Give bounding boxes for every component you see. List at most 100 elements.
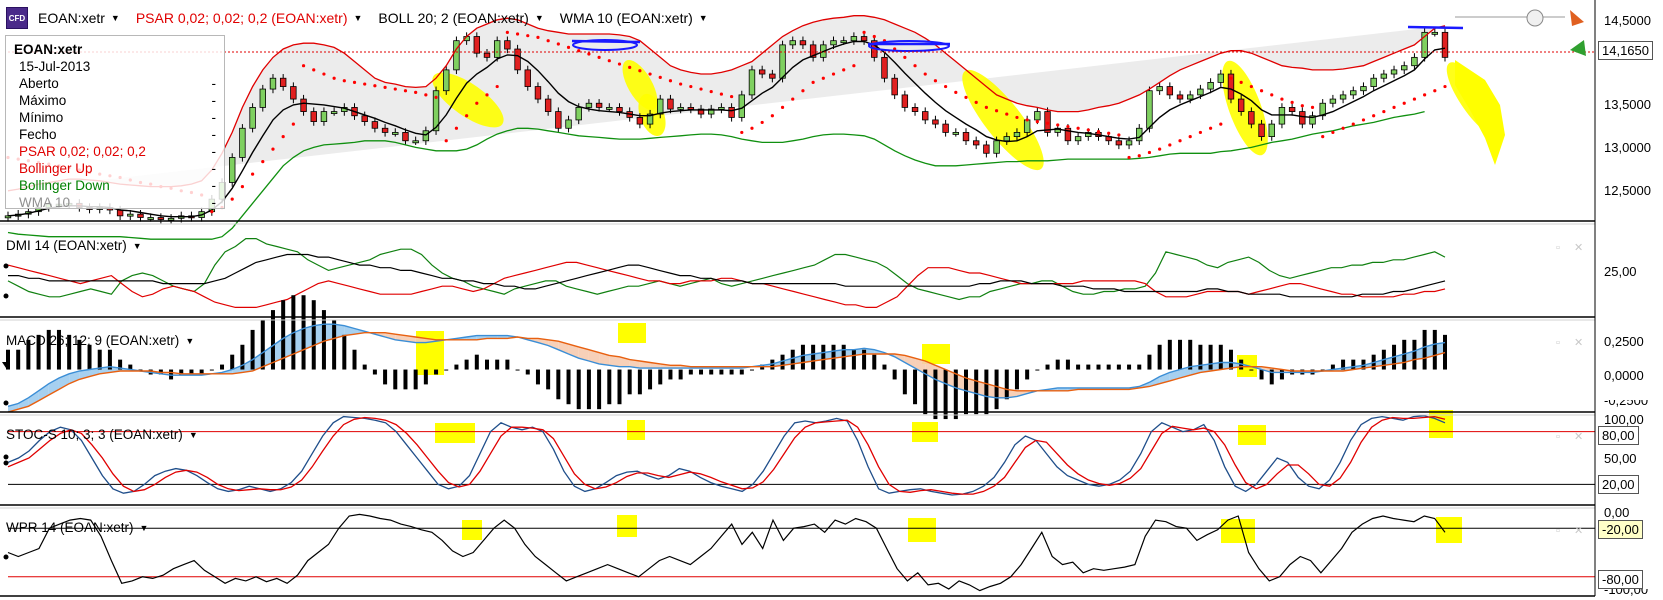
candle (229, 157, 236, 183)
maximize-icon[interactable]: ▫ (1556, 525, 1560, 537)
dmi-panel[interactable] (3, 238, 1446, 308)
psar-dot (373, 84, 377, 88)
psar-dot (923, 72, 927, 76)
candle (728, 107, 735, 118)
psar-dot (1351, 122, 1355, 126)
candle (1227, 73, 1235, 100)
psar-dot (383, 85, 387, 89)
macd-fill (1383, 356, 1395, 366)
macd-histogram-bar (1065, 359, 1070, 370)
candle (565, 119, 572, 129)
psar-dot (424, 93, 428, 97)
candle (269, 77, 277, 90)
macd-tick: -0,2500 (1604, 400, 1649, 408)
psar-dot (1035, 119, 1039, 124)
macd-fill (28, 390, 39, 407)
candle (667, 98, 674, 110)
current-price-label: 14,1650 (1598, 41, 1653, 60)
candle (1421, 31, 1428, 58)
candle (881, 56, 888, 79)
candle (1003, 136, 1010, 142)
macd-histogram-bar (1208, 344, 1213, 370)
psar-dot (210, 210, 214, 214)
psar-dot (485, 93, 489, 97)
stoch-level-label: 20,00 (1598, 475, 1639, 494)
candle (799, 40, 807, 46)
candle (504, 40, 511, 50)
psar-dot (1005, 112, 1009, 116)
macd-histogram-bar (464, 359, 469, 370)
infobox-row-value: - (211, 161, 217, 176)
psar-dot (617, 62, 622, 66)
psar-dot (240, 185, 245, 189)
psar-dot (1331, 130, 1335, 135)
macd-histogram-bar (1443, 334, 1447, 370)
dmi-panel-label[interactable]: DMI 14 (EOAN:xetr) ▼ (6, 238, 142, 253)
infobox-row-label: Bollinger Up (19, 161, 93, 176)
close-icon[interactable]: ✕ (1574, 525, 1584, 537)
macd-histogram-bar (780, 354, 785, 370)
infobox-date: 15-Jul-2013 (6, 58, 224, 75)
maximize-icon[interactable]: ▫ (1556, 337, 1560, 349)
candle (1207, 81, 1214, 90)
macd-histogram-bar (974, 369, 979, 415)
psar-dot (1086, 128, 1090, 132)
macd-histogram-bar (1188, 339, 1193, 370)
dmi-label-text: DMI 14 (EOAN:xetr) (6, 238, 127, 253)
infobox-row-value: - (211, 178, 217, 193)
chart-toolbar: CFD EOAN:xetr ▼ PSAR 0,02; 0,02; 0,2 (EOA… (0, 0, 714, 36)
infobox-row: Fecho - (6, 126, 224, 143)
macd-fill (1343, 366, 1354, 371)
macd-fill (293, 328, 304, 354)
psar-dot (1270, 93, 1274, 97)
macd-histogram-bar (230, 354, 235, 370)
bollinger-down-line (7, 110, 1425, 240)
candle (412, 140, 419, 144)
candle (1441, 31, 1449, 58)
wpr-panel-label[interactable]: WPR 14 (EOAN:xetr) ▼ (6, 520, 148, 535)
wpr-panel[interactable] (3, 513, 1596, 592)
series-start-dot (3, 293, 9, 299)
stochastic-panel[interactable] (3, 410, 1596, 496)
psar-dot (954, 90, 958, 94)
psar-indicator-menu[interactable]: PSAR 0,02; 0,02; 0,2 (EOAN:xetr) ▼ (130, 7, 369, 29)
psar-dot (1096, 129, 1101, 134)
stoch-panel-label[interactable]: STOC-S 10; 3; 3 (EOAN:xetr) ▼ (6, 427, 198, 442)
psar-dot (1076, 126, 1080, 130)
boll-indicator-menu[interactable]: BOLL 20; 2 (EOAN:xetr) ▼ (372, 7, 549, 29)
series-start-dot (3, 554, 9, 560)
macd-fill (986, 383, 997, 398)
candle (127, 213, 134, 217)
highlight-mark (617, 515, 637, 537)
macd-histogram-bar (1025, 369, 1030, 380)
candle (1299, 111, 1306, 125)
symbol-selector[interactable]: EOAN:xetr ▼ (32, 7, 126, 29)
candle (901, 94, 909, 108)
maximize-icon[interactable]: ▫ (1556, 242, 1560, 254)
macd-histogram-bar (1422, 329, 1427, 370)
close-icon[interactable]: ✕ (1574, 337, 1584, 349)
macd-fill (99, 366, 110, 374)
triangle-marker-icon (2, 362, 10, 368)
macd-panel[interactable] (2, 295, 1447, 420)
psar-dot (414, 90, 418, 94)
maximize-icon[interactable]: ▫ (1556, 431, 1560, 443)
psar-dot (638, 69, 642, 73)
infobox-row: WMA 10 - (6, 194, 224, 208)
close-icon[interactable]: ✕ (1574, 242, 1584, 254)
macd-panel-label[interactable]: MACD 26; 12; 9 (EOAN:xetr) ▼ (6, 333, 194, 348)
psar-dot (1300, 104, 1304, 108)
chevron-down-icon: ▼ (110, 13, 120, 23)
psar-dot (312, 68, 316, 72)
signal-line (7, 332, 1446, 413)
price-tick: 13,0000 (1604, 140, 1651, 155)
psar-dot (1015, 115, 1019, 120)
price-panel[interactable] (4, 9, 1595, 240)
wma-indicator-menu[interactable]: WMA 10 (EOAN:xetr) ▼ (554, 7, 714, 29)
psar-dot (1229, 76, 1233, 80)
macd-histogram-bar (383, 369, 388, 385)
macd-fill (303, 325, 314, 350)
candle (606, 107, 613, 110)
close-icon[interactable]: ✕ (1574, 431, 1584, 443)
